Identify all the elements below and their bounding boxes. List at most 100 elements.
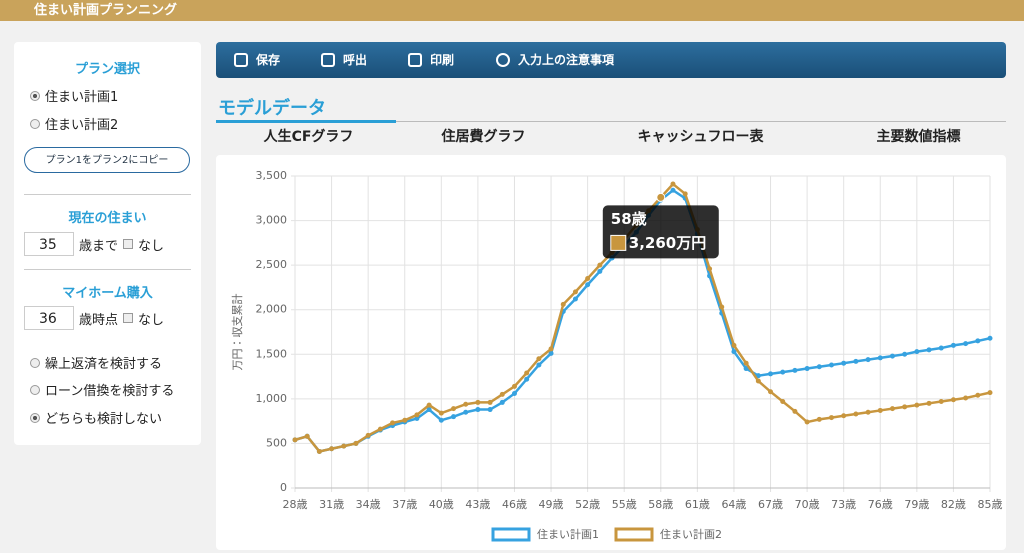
data-point	[438, 410, 444, 416]
data-point	[828, 415, 834, 421]
tab[interactable]: 人生CFグラフ	[263, 129, 354, 145]
data-point	[548, 346, 554, 352]
y-tick-label: 2,000	[256, 303, 288, 316]
data-point	[877, 407, 883, 413]
tooltip-value: 3,260万円	[629, 234, 706, 252]
x-tick-label: 58歳	[648, 498, 673, 511]
label: 繰上返済を検討する	[45, 357, 163, 372]
x-tick-label: 79歳	[904, 498, 929, 511]
data-point	[597, 268, 603, 274]
tab-indicator	[216, 120, 396, 123]
data-point	[950, 342, 956, 348]
data-point	[426, 402, 432, 408]
data-point	[438, 417, 444, 423]
data-point	[536, 356, 542, 362]
data-point	[402, 417, 408, 423]
data-point	[719, 304, 725, 310]
x-tick-label: 67歳	[758, 498, 783, 511]
label: 保存	[256, 53, 281, 67]
y-tick-label: 0	[280, 481, 287, 494]
label: 呼出	[343, 53, 368, 67]
data-point	[572, 296, 578, 302]
data-point	[572, 289, 578, 295]
data-point	[975, 338, 981, 344]
plan-radio[interactable]: 住まい計画1	[30, 86, 118, 105]
data-point	[889, 406, 895, 412]
data-point	[768, 389, 774, 395]
data-point	[353, 440, 359, 446]
y-tick-label: 500	[266, 436, 287, 449]
data-point	[585, 282, 591, 288]
load-button[interactable]: 呼出	[321, 42, 367, 78]
purchase-title: マイホーム購入	[62, 286, 153, 301]
data-point	[853, 358, 859, 364]
data-point	[804, 419, 810, 425]
checkbox[interactable]	[123, 239, 134, 249]
data-point	[755, 373, 761, 379]
data-point	[743, 366, 749, 372]
plan-radio[interactable]: 住まい計画2	[30, 114, 118, 133]
data-point	[487, 407, 493, 413]
data-point	[926, 400, 932, 406]
tab[interactable]: 主要数値指標	[876, 129, 961, 145]
data-point	[902, 404, 908, 410]
data-point	[841, 360, 847, 366]
age-input[interactable]: 35	[24, 232, 74, 256]
data-point	[816, 416, 822, 422]
data-point	[292, 437, 298, 443]
data-point	[816, 364, 822, 370]
notes-button[interactable]: 入力上の注意事項	[496, 42, 614, 78]
tab-line	[216, 121, 1006, 122]
data-point	[377, 426, 383, 432]
y-axis-label: 万円：収支累計	[230, 294, 244, 371]
option-radio[interactable]: どちらも検討しない	[30, 408, 162, 427]
toolbar: 保存 呼出 印刷 入力上の注意事項	[216, 42, 1006, 78]
x-tick-label: 55歳	[612, 498, 637, 511]
label: なし	[138, 312, 165, 328]
option-radio[interactable]: 繰上返済を検討する	[30, 353, 162, 372]
age-input[interactable]: 36	[24, 306, 74, 330]
data-point	[902, 351, 908, 357]
data-point	[877, 355, 883, 361]
option-radio[interactable]: ローン借換を検討する	[30, 380, 174, 399]
data-point	[938, 399, 944, 405]
data-point	[828, 362, 834, 368]
x-tick-label: 28歳	[283, 498, 308, 511]
copy-button[interactable]: プラン1をプラン2にコピー	[24, 147, 190, 173]
highlight-point	[656, 192, 666, 202]
data-point	[792, 367, 798, 373]
data-point	[524, 370, 530, 376]
data-point	[341, 443, 347, 449]
print-button[interactable]: 印刷	[408, 42, 454, 78]
data-point	[585, 276, 591, 282]
data-point	[914, 349, 920, 355]
data-point	[963, 395, 969, 401]
data-point	[597, 262, 603, 268]
data-point	[865, 409, 871, 415]
tab[interactable]: キャッシュフロー表	[637, 129, 764, 145]
current-title: 現在の住まい	[68, 211, 147, 226]
x-tick-label: 40歳	[429, 498, 454, 511]
data-point	[329, 446, 335, 452]
data-point	[511, 383, 517, 389]
data-point	[987, 390, 993, 396]
data-point	[731, 349, 737, 355]
checkbox[interactable]	[123, 313, 134, 323]
save-button[interactable]: 保存	[234, 42, 280, 78]
x-tick-label: 46歳	[502, 498, 527, 511]
tab[interactable]: 住居費グラフ	[441, 129, 526, 145]
label: 入力上の注意事項	[518, 53, 615, 67]
x-tick-label: 73歳	[831, 498, 856, 511]
data-point	[780, 399, 786, 405]
data-point	[780, 369, 786, 375]
data-point	[804, 366, 810, 372]
label: ローン借換を検討する	[45, 384, 175, 399]
data-point	[560, 301, 566, 307]
app-title: 住まい計画プランニング	[0, 0, 1024, 21]
data-point	[987, 335, 993, 341]
tooltip-title: 58歳	[611, 210, 647, 228]
data-point	[707, 266, 713, 272]
label: なし	[138, 238, 165, 254]
data-point	[463, 401, 469, 407]
